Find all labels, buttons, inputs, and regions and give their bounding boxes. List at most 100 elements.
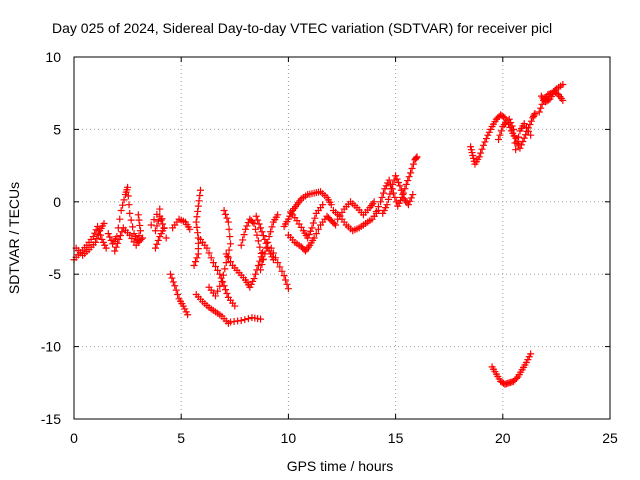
data-point [256,243,264,251]
data-point [154,217,162,225]
data-point [190,262,198,270]
data-point [280,272,288,280]
data-point [525,127,533,135]
data-point [264,238,272,246]
data-point [194,207,202,215]
data-point [512,374,520,382]
data-point [132,241,140,249]
data-point [309,219,317,227]
data-point [94,231,102,239]
data-point [212,262,220,270]
data-point [209,259,217,267]
data-point [219,271,227,279]
data-point [134,236,142,244]
data-point [312,230,320,238]
data-point [319,201,327,209]
data-point [527,117,535,125]
data-point [269,249,277,257]
data-point [205,249,213,257]
data-point [259,255,267,263]
data-point [193,223,201,231]
data-point [240,231,248,239]
data-point [559,96,567,104]
data-point [253,231,261,239]
data-point [225,246,233,254]
x-tick-label: 15 [388,430,404,446]
data-point [305,231,313,239]
data-point [513,139,521,147]
y-tick-label: -15 [41,411,61,427]
data-point [374,203,382,211]
data-point [252,270,260,278]
data-point [114,239,122,247]
data-point [495,136,503,144]
data-point [162,234,170,242]
data-point [378,193,386,201]
data-point [193,254,201,262]
data-point [377,198,385,206]
plot-frame [73,56,611,420]
data-point [172,286,180,294]
data-point [405,173,413,181]
data-point [153,222,161,230]
data-point [221,265,229,273]
data-point [274,259,282,267]
data-point [379,189,387,197]
data-point [394,178,402,186]
data-point [522,123,530,131]
data-point [258,261,266,269]
data-point [244,315,252,323]
data-point [125,201,133,209]
data-point [407,194,415,202]
data-point [220,206,228,214]
data-point [237,241,245,249]
data-point [505,115,513,123]
data-point [174,290,182,298]
data-point [327,201,335,209]
data-point [227,240,235,248]
data-point [407,169,415,177]
y-tick-label: -10 [41,339,61,355]
x-axis-title: GPS time / hours [287,458,394,474]
data-point [392,172,400,180]
data-point [224,254,232,262]
data-point [481,138,489,146]
y-axis-title: SDTVAR / TECUs [6,182,22,294]
data-point [243,222,251,230]
chart-title: Day 025 of 2024, Sidereal Day-to-day VTE… [52,20,552,36]
data-point [239,236,247,244]
data-point [386,190,394,198]
data-point [559,81,567,89]
y-tick-label: 0 [53,194,61,210]
data-point [412,154,420,162]
data-point [276,263,284,271]
data-point [304,234,312,242]
data-point [332,221,340,229]
data-point [250,275,258,283]
data-point [150,216,158,224]
data-point [91,229,99,237]
data-point [283,280,291,288]
data-point [135,216,143,224]
data-point [267,228,275,236]
data-point [184,311,192,319]
data-point [512,146,520,154]
data-point [477,149,485,157]
data-point [153,210,161,218]
data-point [158,215,166,223]
data-point [383,201,391,209]
data-point [100,220,108,228]
data-point [257,224,265,232]
data-point [124,192,132,200]
data-point [478,145,486,153]
x-tick-labels: 0 5 10 15 20 25 [70,430,618,446]
data-point [156,205,164,213]
data-point [111,247,119,255]
grid-lines [74,57,610,419]
data-point [535,108,543,116]
data-point [160,224,168,232]
axis-ticks [73,56,611,420]
data-point [139,234,147,242]
data-point [284,285,292,293]
data-point [482,135,490,143]
